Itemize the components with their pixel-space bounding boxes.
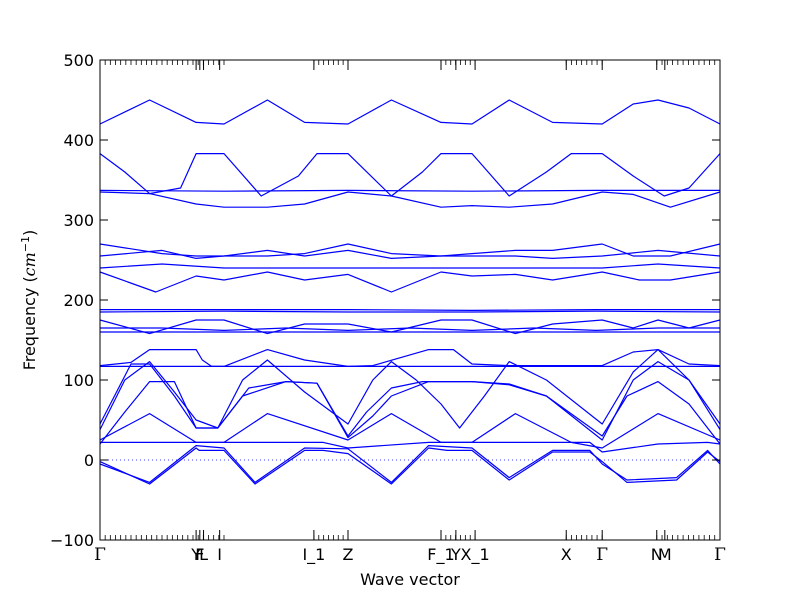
y-axis-title-suffix: ): [20, 230, 39, 236]
y-axis: −100 0 100 200 300 400 500: [50, 51, 720, 550]
x-tick-label: Γ: [596, 545, 608, 565]
y-tick-label: −100: [50, 531, 94, 550]
plot-background: [100, 60, 720, 540]
x-tick-label: Y: [190, 545, 201, 564]
x-axis-title: Wave vector: [360, 570, 460, 589]
y-axis-title-unit: cm: [20, 252, 39, 276]
band-line-1: [99, 447, 721, 485]
band-line-4: [99, 413, 721, 449]
band-line-21: [99, 153, 721, 197]
band-line-14: [99, 310, 721, 313]
band-line-20: [99, 189, 720, 192]
x-tick-label: Z: [343, 545, 354, 564]
band-line-7: [99, 349, 721, 430]
band-line-5: [99, 381, 721, 445]
x-tick-label: X: [561, 545, 572, 564]
x-tick-label: M: [658, 545, 672, 564]
x-tick-label: L: [199, 545, 208, 564]
x-tick-label: X_1: [461, 545, 490, 565]
band-line-13: [100, 309, 720, 311]
x-tick-label: I: [217, 545, 222, 564]
y-tick-label: 0: [84, 451, 94, 470]
x-tick-label: Γ: [714, 545, 726, 565]
x-axis: Γ YFL I I_1 Z F_1Y X_1 X Γ NM Γ: [94, 60, 726, 565]
band-line-10: [99, 319, 721, 335]
band-line-17: [99, 249, 721, 259]
y-axis-title: Frequency (cm−1): [19, 230, 40, 371]
band-line-16: [99, 263, 721, 269]
x-tick-label: F: [195, 545, 204, 564]
band-line-19: [99, 191, 721, 208]
y-tick-label: 500: [63, 51, 94, 70]
y-axis-title-prefix: Frequency (: [20, 276, 39, 370]
y-tick-label: 200: [63, 291, 94, 310]
y-axis-title-unit-exponent: −1: [19, 236, 32, 252]
band-line-2: [99, 445, 721, 483]
y-tick-label: 400: [63, 131, 94, 150]
y-tick-label: 100: [63, 371, 94, 390]
x-tick-label: Γ: [94, 545, 106, 565]
band-line-15: [99, 271, 721, 293]
series-layer: [99, 99, 721, 485]
band-line-18: [99, 243, 721, 257]
x-tick-label: N: [651, 545, 663, 564]
band-line-6: [99, 361, 721, 441]
band-line-22: [99, 99, 721, 125]
y-tick-label: 300: [63, 211, 94, 230]
x-tick-label: I_1: [302, 545, 325, 565]
x-tick-label: Y: [450, 545, 461, 564]
band-line-8: [99, 349, 721, 367]
x-tick-label: F_1: [427, 545, 454, 565]
band-line-11: [100, 327, 720, 331]
